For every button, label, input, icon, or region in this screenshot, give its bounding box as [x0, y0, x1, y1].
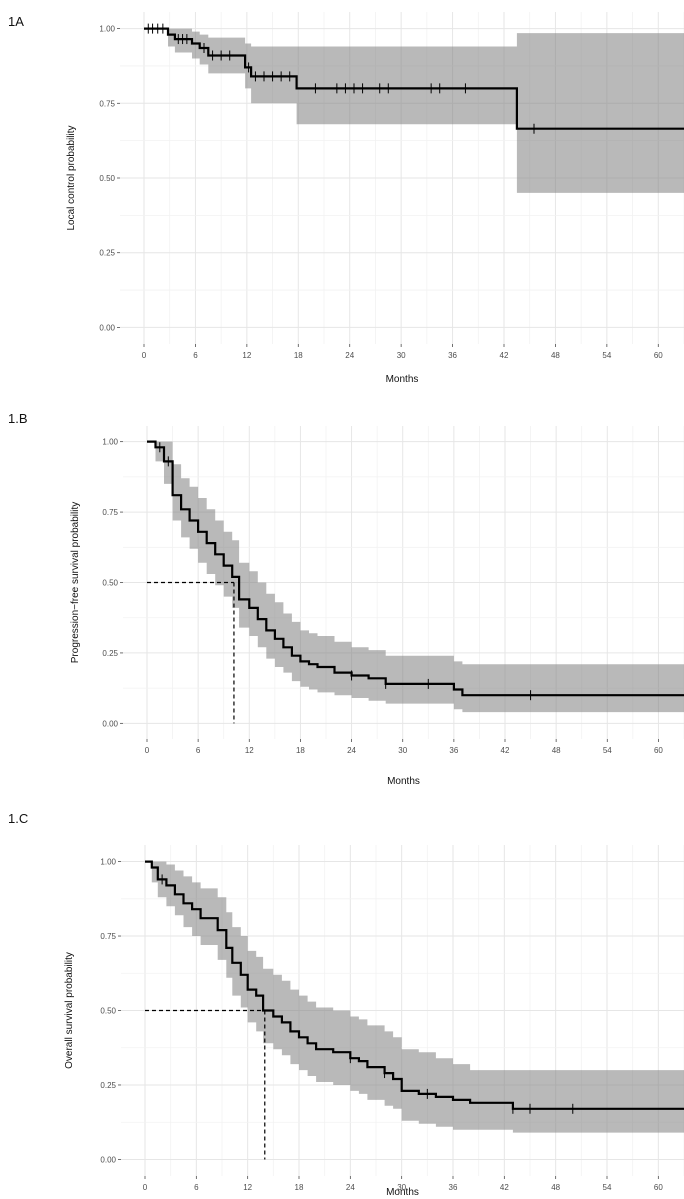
x-tick-label: 30 — [397, 1183, 406, 1192]
x-tick-label: 12 — [243, 1183, 252, 1192]
x-tick-label: 24 — [345, 351, 354, 360]
x-tick-label: 54 — [603, 1183, 612, 1192]
y-tick-label: 0.25 — [100, 1081, 116, 1090]
y-axis-title: Overall survival probability — [64, 952, 75, 1069]
x-axis-title: Months — [386, 1187, 419, 1198]
y-tick-label: 0.75 — [99, 99, 115, 108]
x-tick-label: 12 — [245, 746, 254, 755]
survival-curve — [145, 860, 684, 1110]
y-tick-label: 0.50 — [100, 1007, 116, 1016]
plot-area — [121, 845, 684, 1176]
plot-area — [123, 426, 684, 739]
y-tick-label: 0.50 — [102, 579, 118, 588]
x-tick-label: 24 — [346, 1183, 355, 1192]
x-tick-label: 60 — [654, 351, 663, 360]
confidence-band — [144, 28, 684, 193]
y-tick-label: 0.00 — [102, 719, 118, 728]
x-tick-label: 54 — [603, 746, 612, 755]
x-tick-label: 30 — [397, 351, 406, 360]
x-tick-label: 30 — [398, 746, 407, 755]
panel-label: 1.C — [8, 811, 29, 826]
x-tick-label: 18 — [296, 746, 305, 755]
x-tick-label: 48 — [551, 351, 560, 360]
km-chart-overall-survival: 0 6 12 18 24 30 36 42 48 54 60 0.00 0.25 0.50 0.75 1.00… — [64, 845, 684, 1198]
x-tick-label: 0 — [142, 351, 147, 360]
y-tick-label: 1.00 — [100, 858, 116, 867]
x-tick-label: 60 — [654, 1183, 663, 1192]
panel-1c: 1.C 0 6 12 18 24 30 36 42 48 54 60 0.00 0.25 0.50 0.75… — [0, 795, 684, 1199]
y-tick-label: 1.00 — [99, 25, 115, 34]
panel-label: 1.B — [8, 411, 28, 426]
x-tick-label: 54 — [602, 351, 611, 360]
x-axis-title: Months — [387, 776, 420, 787]
y-tick-label: 0.75 — [100, 932, 116, 941]
survival-curve — [144, 27, 684, 130]
panel-label: 1A — [8, 14, 24, 29]
survival-curve — [147, 440, 684, 697]
y-tick-label: 0.00 — [99, 323, 115, 332]
y-tick-label: 0.75 — [102, 508, 118, 517]
x-tick-label: 36 — [449, 1183, 458, 1192]
x-axis-title: Months — [386, 374, 419, 385]
x-tick-label: 42 — [501, 746, 510, 755]
axes: 0 6 12 18 24 30 36 42 48 54 60 0.00 0.25 0.50 0.75 1.00… — [64, 858, 663, 1198]
x-tick-label: 60 — [654, 746, 663, 755]
y-tick-label: 0.25 — [102, 649, 118, 658]
y-axis-title: Progression−free survival probability — [70, 502, 81, 663]
y-tick-label: 0.00 — [100, 1155, 116, 1164]
x-tick-label: 48 — [551, 1183, 560, 1192]
x-tick-label: 36 — [449, 746, 458, 755]
x-tick-label: 6 — [196, 746, 201, 755]
x-tick-label: 42 — [500, 1183, 509, 1192]
axes: 0 6 12 18 24 30 36 42 48 54 60 0.00 0.25 0.50 0.75 1.00… — [66, 25, 663, 385]
x-tick-label: 6 — [193, 351, 198, 360]
x-tick-label: 42 — [500, 351, 509, 360]
x-tick-label: 0 — [145, 746, 150, 755]
y-axis-title: Local control probability — [66, 125, 77, 230]
axes: 0 6 12 18 24 30 36 42 48 54 60 0.00 0.25 0.50 0.75 1.00… — [70, 438, 663, 787]
confidence-band — [147, 441, 684, 713]
x-tick-label: 12 — [242, 351, 251, 360]
y-tick-label: 0.25 — [99, 249, 115, 258]
panel-1b: 1.B 0 6 12 18 24 30 36 42 48 54 60 0.00 0.25 0.50 0.75… — [0, 395, 684, 795]
x-tick-label: 24 — [347, 746, 356, 755]
x-tick-label: 18 — [294, 351, 303, 360]
y-tick-label: 1.00 — [102, 438, 118, 447]
x-tick-label: 36 — [448, 351, 457, 360]
y-tick-label: 0.50 — [99, 174, 115, 183]
x-tick-label: 48 — [552, 746, 561, 755]
x-tick-label: 0 — [143, 1183, 148, 1192]
panel-1a: 1A 0 6 12 18 24 30 36 42 48 54 60 0.00 0.25 0.50 0.75 1… — [0, 0, 684, 395]
plot-area — [120, 12, 684, 344]
confidence-band — [145, 861, 684, 1133]
km-chart-local-control: 0 6 12 18 24 30 36 42 48 54 60 0.00 0.25 0.50 0.75 1.00… — [66, 12, 684, 385]
x-tick-label: 18 — [295, 1183, 304, 1192]
km-chart-progression-free: 0 6 12 18 24 30 36 42 48 54 60 0.00 0.25 0.50 0.75 1.00… — [70, 426, 684, 787]
x-tick-label: 6 — [194, 1183, 199, 1192]
